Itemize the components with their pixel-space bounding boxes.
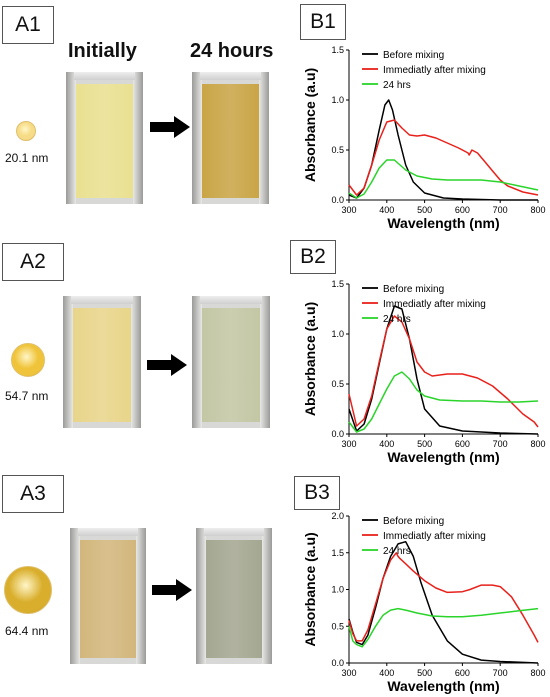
y-tick-label: 1.0 xyxy=(331,95,344,105)
legend-label-1: Before mixing xyxy=(383,50,444,61)
y-tick-label: 0.0 xyxy=(331,195,344,205)
x-tick-label: 500 xyxy=(417,439,432,449)
panel-label-a3: A3 xyxy=(2,475,64,513)
cuvette-24h-a3 xyxy=(196,528,272,664)
particle-size-a1: 20.1 nm xyxy=(5,151,49,165)
x-tick-label: 300 xyxy=(341,439,356,449)
x-tick-label: 700 xyxy=(493,205,508,215)
series-line-1 xyxy=(348,305,539,435)
series-line-2 xyxy=(348,552,539,643)
legend-label-3: 24 hrs xyxy=(383,80,411,91)
y-axis-label: Absorbance (a.u) xyxy=(302,302,318,416)
y-tick-label: 2.0 xyxy=(331,511,344,521)
nanoparticle-icon-a3 xyxy=(4,566,52,614)
y-tick-label: 0.0 xyxy=(331,429,344,439)
x-tick-label: 300 xyxy=(341,668,356,678)
series-line-3 xyxy=(348,607,539,648)
chart-b1: 300 400 500 600 700 800 0.0 0.5 1.0 1.5 Wavelength… xyxy=(302,45,546,231)
arrow-icon-a2 xyxy=(147,354,187,381)
cuvette-initial-a1 xyxy=(66,72,143,204)
24-hours-header: 24 hours xyxy=(190,40,274,62)
y-tick-label: 1.0 xyxy=(331,585,344,595)
particle-size-a3: 64.4 nm xyxy=(5,624,49,638)
x-tick-label: 800 xyxy=(530,439,545,449)
series-line-3 xyxy=(348,371,539,433)
x-tick-label: 800 xyxy=(530,205,545,215)
x-tick-label: 600 xyxy=(455,439,470,449)
x-tick-label: 500 xyxy=(417,668,432,678)
legend-label-2: Immediatly after mixing xyxy=(383,299,486,310)
y-tick-label: 0.5 xyxy=(331,379,344,389)
y-tick-label: 0.5 xyxy=(331,621,344,631)
arrow-icon-a1 xyxy=(150,116,190,143)
series-line-1 xyxy=(348,99,538,201)
x-axis-label: Wavelength (nm) xyxy=(387,678,499,694)
panel-label-b1: B1 xyxy=(300,4,346,40)
legend-label-2: Immediatly after mixing xyxy=(383,531,486,542)
panel-label-b2: B2 xyxy=(290,240,336,274)
x-tick-label: 600 xyxy=(455,205,470,215)
nanoparticle-icon-a2 xyxy=(11,343,45,377)
series-line-2 xyxy=(348,315,539,428)
x-tick-label: 800 xyxy=(530,668,545,678)
legend-label-1: Before mixing xyxy=(383,516,444,527)
y-tick-label: 0.5 xyxy=(331,145,344,155)
series-line-3 xyxy=(348,159,539,199)
cuvette-24h-a1 xyxy=(192,72,269,204)
panel-label-a2: A2 xyxy=(2,243,64,281)
x-tick-label: 400 xyxy=(379,668,394,678)
y-tick-label: 1.5 xyxy=(331,548,344,558)
cuvette-initial-a3 xyxy=(70,528,146,664)
arrow-icon-a3 xyxy=(152,579,192,606)
legend-label-2: Immediatly after mixing xyxy=(383,65,486,76)
y-tick-label: 0.0 xyxy=(331,658,344,668)
x-tick-label: 400 xyxy=(379,439,394,449)
chart-b3: 300 400 500 600 700 800 0.0 0.5 1.0 1.5 2.0 Wavelen… xyxy=(302,511,546,694)
series-line-1 xyxy=(348,540,539,664)
y-axis-label: Absorbance (a.u) xyxy=(302,68,318,182)
cuvette-initial-a2 xyxy=(63,296,141,428)
x-axis-label: Wavelength (nm) xyxy=(387,449,499,465)
panel-label-b3: B3 xyxy=(294,476,340,510)
cuvette-24h-a2 xyxy=(192,296,270,428)
x-tick-label: 700 xyxy=(493,668,508,678)
y-axis-label: Absorbance (a.u) xyxy=(302,532,318,646)
x-tick-label: 500 xyxy=(417,205,432,215)
x-tick-label: 400 xyxy=(379,205,394,215)
chart-b2: 300 400 500 600 700 800 0.0 0.5 1.0 1.5 Wavelength… xyxy=(302,279,546,465)
legend-label-3: 24 hrs xyxy=(383,314,411,325)
x-axis-label: Wavelength (nm) xyxy=(387,215,499,231)
y-tick-label: 1.5 xyxy=(331,45,344,55)
x-tick-label: 700 xyxy=(493,439,508,449)
x-tick-label: 300 xyxy=(341,205,356,215)
initially-header: Initially xyxy=(68,40,137,62)
particle-size-a2: 54.7 nm xyxy=(5,389,49,403)
panel-label-a1: A1 xyxy=(2,6,54,44)
x-tick-label: 600 xyxy=(455,668,470,678)
y-tick-label: 1.5 xyxy=(331,279,344,289)
legend-label-1: Before mixing xyxy=(383,284,444,295)
nanoparticle-icon-a1 xyxy=(16,121,36,141)
y-tick-label: 1.0 xyxy=(331,329,344,339)
legend-label-3: 24 hrs xyxy=(383,546,411,557)
series-line-2 xyxy=(348,119,539,196)
